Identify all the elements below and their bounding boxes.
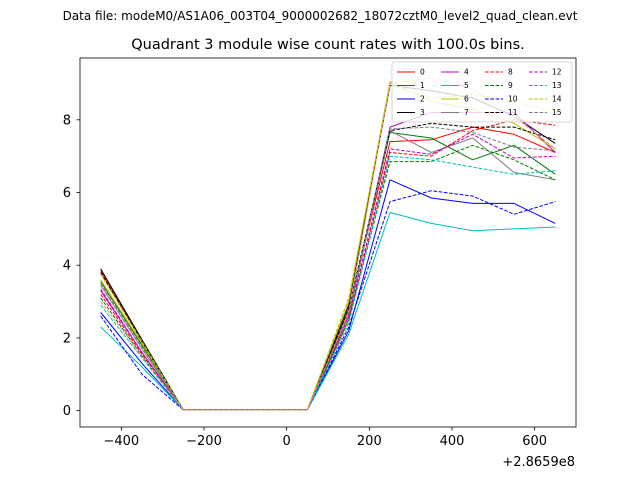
axes: −400 −200 0 200 400 600 0 2 4 6 8 <box>63 57 577 449</box>
legend-label: 9 <box>508 81 513 90</box>
legend-label: 12 <box>552 68 562 77</box>
legend-label: 5 <box>464 81 469 90</box>
series-line-15 <box>100 126 556 411</box>
legend-box <box>391 61 573 123</box>
x-axis-offset-label: +2.8659e8 <box>502 455 575 470</box>
legend-label: 14 <box>552 95 562 104</box>
x-tick-label: 600 <box>522 434 547 449</box>
x-tick-label: −400 <box>103 434 139 449</box>
legend-label: 6 <box>464 95 469 104</box>
legend-label: 11 <box>508 108 518 117</box>
axes-frame <box>79 57 577 428</box>
x-tick-label: −200 <box>186 434 222 449</box>
chart-suptitle: Data file: modeM0/AS1A06_003T04_90000026… <box>63 9 578 23</box>
legend-label: 13 <box>552 81 562 90</box>
y-tick-label: 8 <box>63 113 71 128</box>
y-tick-label: 0 <box>63 404 71 419</box>
legend-label: 4 <box>464 68 469 77</box>
legend-label: 3 <box>420 108 425 117</box>
series-line-5 <box>100 212 556 411</box>
x-tick-label: 400 <box>440 434 465 449</box>
legend-label: 8 <box>508 68 513 77</box>
legend-label: 10 <box>508 95 518 104</box>
y-tick-label: 4 <box>63 259 71 274</box>
legend-label: 0 <box>420 68 425 77</box>
legend-label: 1 <box>420 81 425 90</box>
x-tick-label: 200 <box>357 434 382 449</box>
x-tick-label: 0 <box>283 434 291 449</box>
y-tick-label: 2 <box>63 331 71 346</box>
series-line-10 <box>100 190 556 411</box>
y-tick-label: 6 <box>63 186 71 201</box>
legend-label: 7 <box>464 108 469 117</box>
legend-label: 2 <box>420 95 425 104</box>
chart-title: Quadrant 3 module wise count rates with … <box>131 37 525 53</box>
legend-label: 15 <box>552 108 562 117</box>
